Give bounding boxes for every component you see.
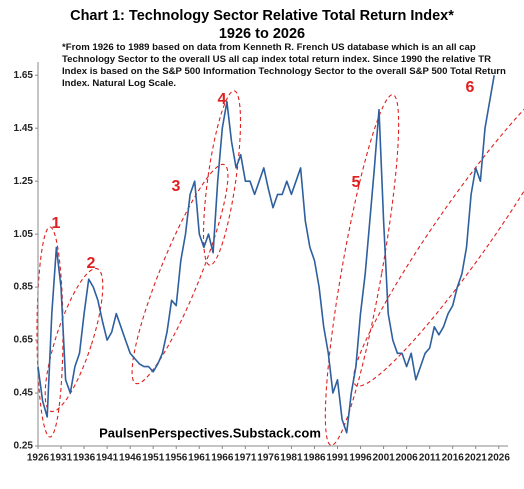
y-tick-label: 0.85 <box>14 282 34 293</box>
ellipses <box>36 69 524 446</box>
x-tick-label: 2011 <box>419 453 441 464</box>
y-tick-label: 1.25 <box>14 176 34 187</box>
annotation: 3 <box>172 178 181 195</box>
x-tick-label: 2016 <box>442 453 465 464</box>
highlight-ellipse <box>352 69 524 387</box>
footnote: *From 1926 to 1989 based on data from Ke… <box>62 42 506 89</box>
highlight-ellipse <box>324 94 400 446</box>
x-tick-label: 1996 <box>349 453 372 464</box>
annotation: 4 <box>218 91 227 108</box>
y-tick-label: 0.25 <box>14 441 34 452</box>
x-tick-label: 1981 <box>280 453 303 464</box>
x-tick-label: 1966 <box>211 453 234 464</box>
highlight-ellipse <box>131 163 229 385</box>
x-tick-label: 1971 <box>234 453 257 464</box>
x-tick-label: 1926 <box>27 453 50 464</box>
x-tick-label: 2006 <box>396 453 419 464</box>
x-tick-label: 1986 <box>303 453 326 464</box>
y-tick-label: 0.65 <box>14 335 34 346</box>
annotation: 6 <box>466 79 475 96</box>
chart-title: Chart 1: Technology Sector Relative Tota… <box>70 8 454 24</box>
x-tick-label: 2026 <box>488 453 511 464</box>
annotation: 2 <box>87 255 96 272</box>
y-tick-label: 1.05 <box>14 229 34 240</box>
highlight-ellipse <box>44 267 104 413</box>
chart-subtitle: 1926 to 2026 <box>219 26 305 42</box>
x-tick-label: 1931 <box>50 453 73 464</box>
y-tick-label: 1.65 <box>14 70 34 81</box>
highlight-ellipse <box>36 226 64 438</box>
x-tick-label: 2001 <box>372 453 395 464</box>
y-tick-label: 0.45 <box>14 388 34 399</box>
x-tick-label: 2021 <box>465 453 488 464</box>
source: PaulsenPerspectives.Substack.com <box>99 425 321 440</box>
x-tick-label: 1951 <box>142 453 165 464</box>
y-tick-label: 1.45 <box>14 123 34 134</box>
x-tick-label: 1976 <box>257 453 280 464</box>
x-tick-label: 1991 <box>326 453 349 464</box>
data-line <box>37 75 495 434</box>
x-tick-label: 1946 <box>119 453 142 464</box>
x-tick-label: 1941 <box>96 453 119 464</box>
x-tick-label: 1961 <box>188 453 211 464</box>
annotation: 1 <box>52 215 61 232</box>
highlight-ellipse <box>202 90 242 266</box>
x-tick-label: 1936 <box>73 453 96 464</box>
x-tick-label: 1956 <box>165 453 188 464</box>
annotation: 5 <box>352 174 361 191</box>
